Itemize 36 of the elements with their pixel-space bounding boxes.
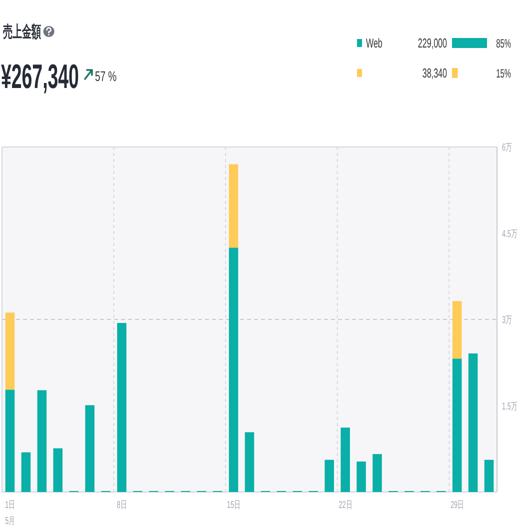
x-axis-title: 5月 [5,514,15,526]
bar [452,301,462,359]
bar [53,448,63,492]
chart-subtitle: ¥267,340 [1,57,79,96]
bar [244,432,254,492]
x-tick-label: 1日 [5,498,15,510]
x-tick-label: 15日 [226,498,240,510]
bar [85,405,94,492]
legend-label: Web [366,36,382,52]
bar [452,358,462,492]
y-tick-label: 6万 [502,140,512,153]
bar [372,454,382,492]
chart-title: 売上金額 [3,22,41,41]
bar [324,460,334,492]
text: 85% [496,38,512,52]
x-tick-label: 22日 [338,498,352,510]
bar [117,322,126,492]
bar [5,312,15,390]
bar [21,452,31,492]
bar [356,462,366,492]
bar [228,164,238,248]
text: 38,340 [422,66,447,82]
text: 229,000 [418,36,447,52]
y-tick-label: 4.5万 [502,227,517,240]
bar [228,248,238,492]
y-tick-label: 1.5万 [502,400,517,412]
text: 15% [496,68,512,82]
text: 57 % [94,68,117,85]
bar [484,460,494,492]
bar [340,428,350,492]
y-tick-label: 3万 [502,313,512,326]
bar [468,353,478,492]
bar [5,390,15,492]
x-tick-label: 29日 [450,498,464,510]
bar [37,390,47,492]
x-tick-label: 8日 [116,498,127,510]
